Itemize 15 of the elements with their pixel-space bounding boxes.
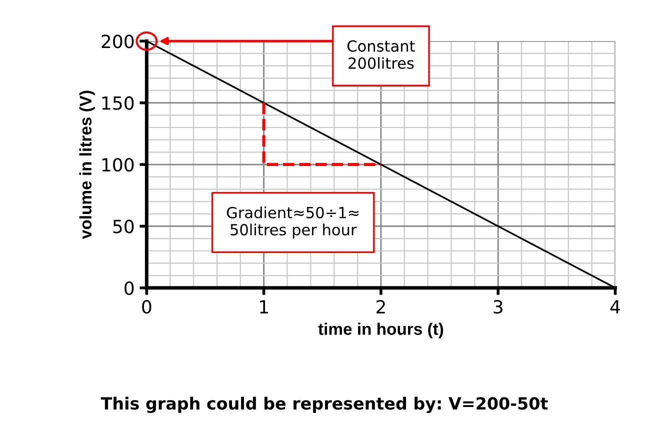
x-axis-title: time in hours (t)	[318, 322, 444, 338]
x-tick-label: 1	[260, 300, 268, 314]
x-tick-label: 3	[494, 300, 502, 314]
x-tick-label: 4	[610, 300, 620, 314]
annotation: Gradient≈50÷1≈ 50litres per hour	[226, 206, 359, 238]
x-tick-label: 0	[142, 300, 152, 314]
y-tick-label: 150	[102, 96, 134, 110]
annotation: Constant 200litres	[347, 40, 415, 69]
x-tick-label: 2	[376, 300, 385, 314]
y-axis-title: volume in litres (V)	[79, 90, 95, 239]
y-tick-label: 50	[113, 220, 134, 234]
y-tick-label: 100	[102, 158, 134, 172]
text: This graph could be represented by: V=200-50t	[100, 396, 548, 414]
y-tick-label: 200	[102, 34, 134, 48]
y-tick-label: 0	[124, 281, 134, 296]
